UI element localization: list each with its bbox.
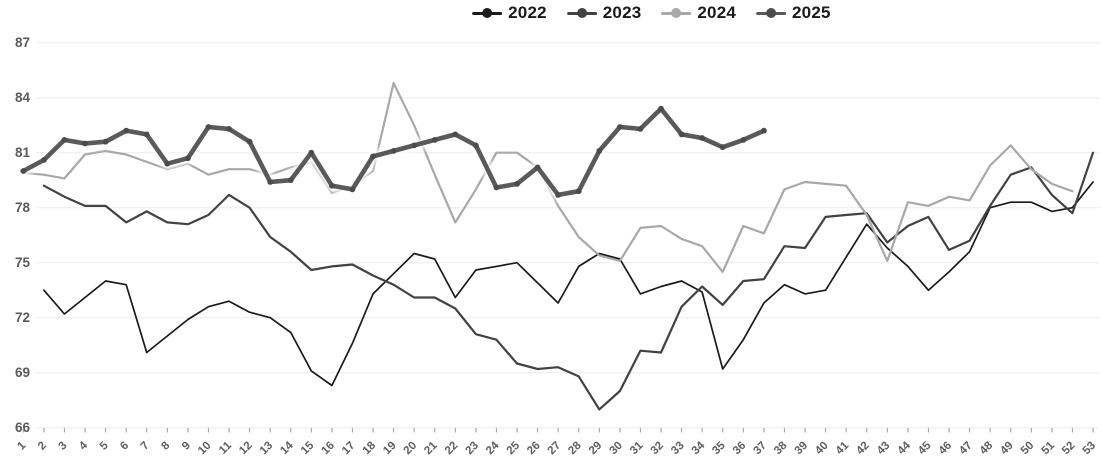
svg-text:53: 53 bbox=[1081, 440, 1099, 456]
svg-text:13: 13 bbox=[258, 440, 276, 456]
svg-text:5: 5 bbox=[98, 439, 111, 452]
svg-text:31: 31 bbox=[628, 439, 646, 456]
svg-text:26: 26 bbox=[525, 440, 543, 456]
svg-text:44: 44 bbox=[895, 439, 913, 456]
svg-text:25: 25 bbox=[505, 439, 523, 456]
svg-text:18: 18 bbox=[361, 439, 379, 456]
svg-text:36: 36 bbox=[731, 440, 749, 456]
svg-text:11: 11 bbox=[217, 439, 235, 456]
svg-text:10: 10 bbox=[196, 440, 214, 456]
svg-text:29: 29 bbox=[587, 440, 605, 456]
gridlines bbox=[36, 42, 1099, 429]
legend-marker-2025 bbox=[756, 6, 787, 20]
svg-text:38: 38 bbox=[772, 439, 790, 456]
svg-text:39: 39 bbox=[793, 440, 811, 456]
legend-marker-2022 bbox=[472, 6, 503, 20]
svg-text:52: 52 bbox=[1060, 440, 1078, 456]
svg-text:32: 32 bbox=[649, 440, 667, 456]
svg-text:21: 21 bbox=[422, 439, 440, 456]
svg-text:35: 35 bbox=[710, 439, 728, 456]
svg-text:7: 7 bbox=[139, 440, 152, 453]
legend-item-2024[interactable]: 2024 bbox=[661, 3, 736, 23]
svg-text:14: 14 bbox=[278, 439, 296, 456]
svg-text:81: 81 bbox=[15, 145, 31, 160]
svg-text:40: 40 bbox=[813, 440, 831, 456]
svg-text:45: 45 bbox=[916, 439, 934, 456]
series-2023 bbox=[42, 151, 1095, 411]
svg-text:78: 78 bbox=[15, 200, 31, 215]
svg-text:8: 8 bbox=[159, 439, 172, 452]
svg-text:43: 43 bbox=[875, 440, 893, 456]
svg-text:49: 49 bbox=[998, 440, 1016, 456]
svg-text:51: 51 bbox=[1039, 439, 1057, 456]
svg-text:24: 24 bbox=[484, 439, 502, 456]
svg-text:50: 50 bbox=[1019, 440, 1037, 456]
svg-text:41: 41 bbox=[834, 439, 852, 456]
svg-text:37: 37 bbox=[751, 440, 769, 456]
legend-label-2022: 2022 bbox=[508, 3, 547, 22]
svg-text:9: 9 bbox=[180, 440, 193, 453]
svg-text:66: 66 bbox=[15, 420, 31, 435]
svg-text:17: 17 bbox=[340, 440, 358, 456]
svg-text:20: 20 bbox=[402, 440, 420, 456]
svg-text:46: 46 bbox=[937, 440, 955, 456]
legend-item-2023[interactable]: 2023 bbox=[566, 3, 642, 23]
svg-text:28: 28 bbox=[566, 439, 584, 456]
chart-legend: 2022 2023 2024 2025 bbox=[472, 3, 831, 23]
svg-text:42: 42 bbox=[854, 440, 872, 456]
svg-text:1: 1 bbox=[15, 439, 28, 452]
svg-text:75: 75 bbox=[15, 255, 31, 270]
svg-text:6: 6 bbox=[118, 440, 131, 453]
series-2022 bbox=[43, 181, 1094, 387]
svg-text:19: 19 bbox=[381, 440, 399, 456]
svg-text:23: 23 bbox=[463, 440, 481, 456]
svg-text:2: 2 bbox=[36, 440, 49, 453]
svg-text:4: 4 bbox=[77, 439, 90, 452]
svg-text:3: 3 bbox=[57, 440, 70, 453]
legend-marker-2024 bbox=[661, 6, 692, 20]
x-axis-ticks bbox=[22, 428, 1094, 433]
y-axis-labels: 66 69 72 75 78 81 84 87 bbox=[15, 35, 31, 435]
legend-label-2024: 2024 bbox=[697, 3, 737, 22]
legend-label-2025: 2025 bbox=[792, 3, 831, 22]
svg-text:27: 27 bbox=[546, 440, 564, 456]
svg-text:72: 72 bbox=[15, 310, 30, 325]
x-axis-labels: 1 2 3 4 5 6 7 8 9 10 11 12 13 14 15 16 17 18 19 20 21 22 23 24 2… bbox=[15, 439, 1098, 456]
legend-item-2025[interactable]: 2025 bbox=[756, 3, 831, 23]
svg-text:30: 30 bbox=[607, 440, 625, 456]
legend-label-2023: 2023 bbox=[602, 3, 642, 22]
svg-text:15: 15 bbox=[299, 439, 317, 456]
svg-text:84: 84 bbox=[15, 90, 31, 105]
legend-marker-2023 bbox=[566, 6, 597, 20]
svg-text:34: 34 bbox=[690, 439, 708, 456]
legend-item-2022[interactable]: 2022 bbox=[472, 3, 547, 23]
svg-text:47: 47 bbox=[957, 440, 975, 456]
svg-text:12: 12 bbox=[237, 440, 255, 456]
svg-text:87: 87 bbox=[15, 35, 30, 50]
svg-text:16: 16 bbox=[319, 440, 337, 456]
svg-text:22: 22 bbox=[443, 440, 461, 456]
svg-text:69: 69 bbox=[15, 365, 30, 380]
series-2025 bbox=[17, 103, 770, 201]
svg-text:48: 48 bbox=[978, 439, 996, 456]
svg-text:33: 33 bbox=[669, 440, 687, 456]
